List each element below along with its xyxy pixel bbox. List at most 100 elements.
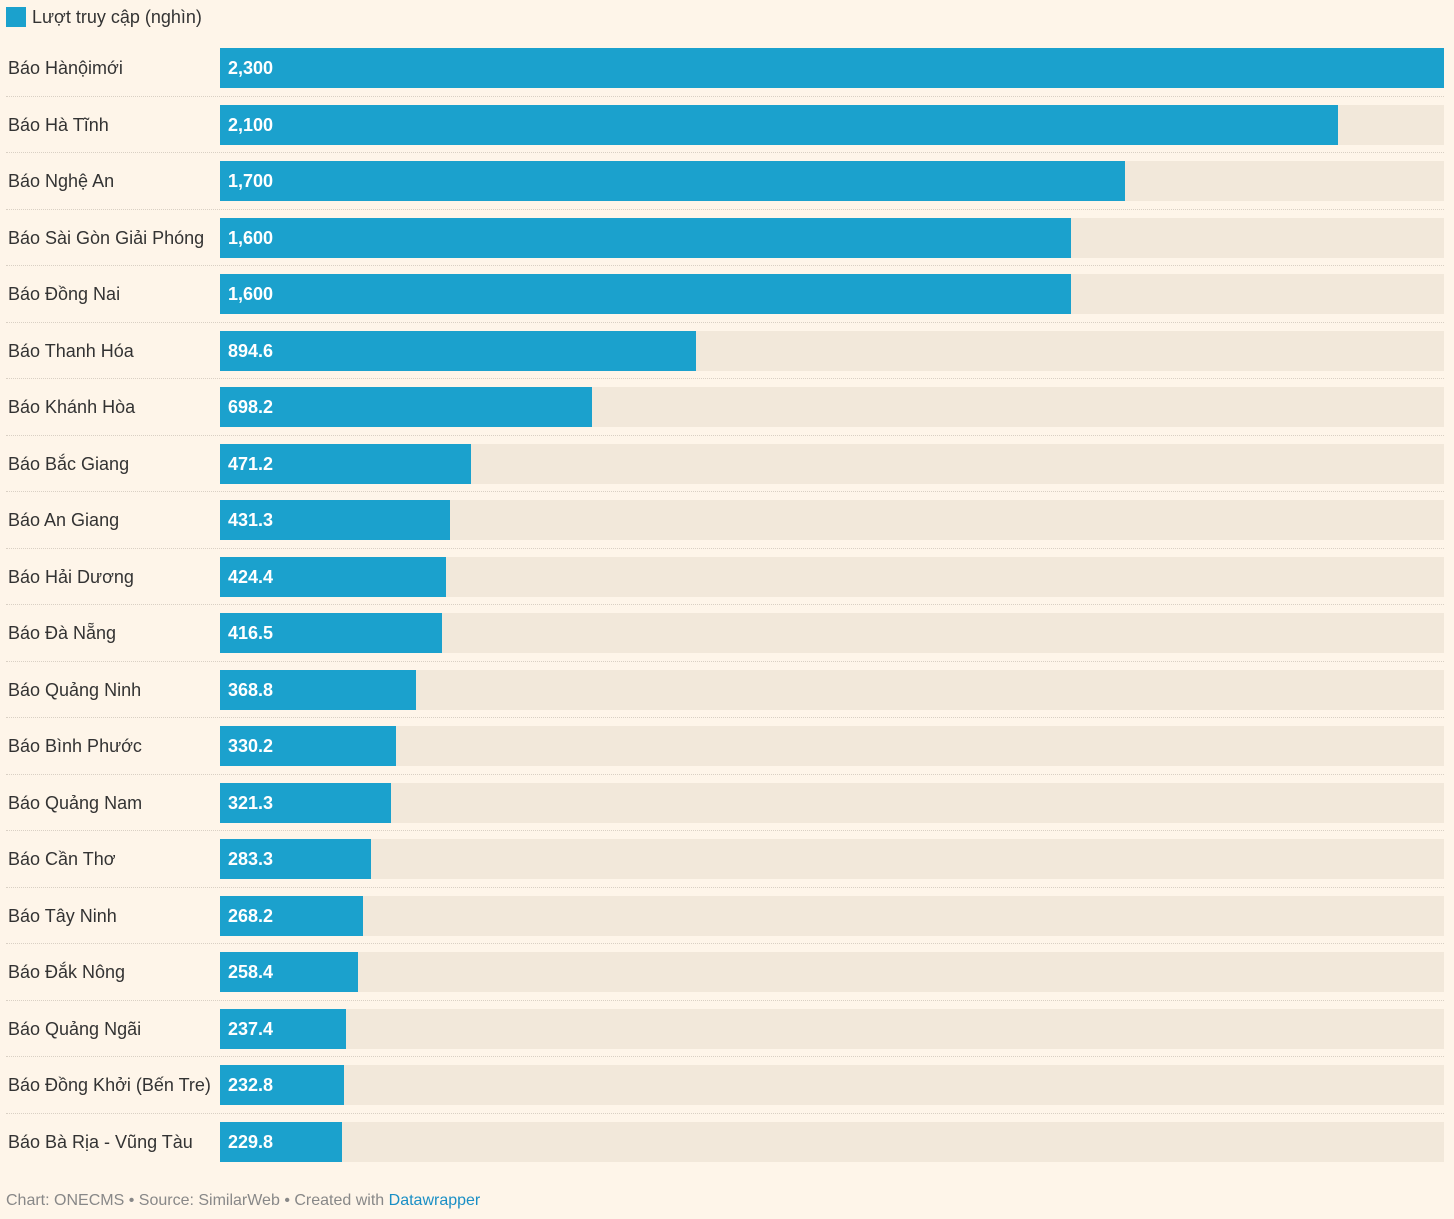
bar-track: 471.2 — [220, 443, 1444, 484]
bar-track: 1,600 — [220, 217, 1444, 258]
bar — [220, 613, 442, 653]
category-label: Báo Quảng Ninh — [8, 679, 142, 700]
bar — [220, 104, 1338, 145]
bar-track: 321.3 — [220, 782, 1444, 823]
bar — [220, 500, 450, 540]
row-divider — [6, 95, 1444, 97]
category-label: Báo Đồng Nai — [8, 284, 121, 304]
bar — [220, 217, 1072, 258]
bar-track: 237.4 — [220, 1008, 1444, 1049]
bar-row: Báo Quảng Nam 321.3 — [0, 775, 1454, 831]
row-divider — [6, 1056, 1444, 1057]
bar-value-label: 321.3 — [228, 792, 274, 813]
row-divider — [6, 378, 1444, 379]
category-label: Báo Thanh Hóa — [8, 340, 134, 361]
category-label: Báo Hànộimới — [8, 58, 123, 78]
row-divider — [6, 943, 1444, 944]
bar — [220, 48, 1444, 88]
category-label: Báo Cần Thơ — [8, 849, 116, 869]
bar-row: Báo Đắk Nông 258.4 — [0, 944, 1454, 1001]
bar-row: Báo Cần Thơ 283.3 — [0, 831, 1454, 888]
bar-row: Báo Đồng Khởi (Bến Tre) 232.8 — [0, 1057, 1454, 1114]
bar-track: 258.4 — [220, 952, 1444, 992]
category-label: Báo Quảng Ngãi — [8, 1018, 142, 1039]
bar-row: Báo Quảng Ngãi 237.4 — [0, 1001, 1454, 1057]
bar — [220, 161, 1125, 201]
bar — [220, 839, 371, 879]
bar-track: 268.2 — [220, 895, 1444, 936]
bar — [220, 895, 363, 936]
bar-value-label: 471.2 — [228, 453, 274, 474]
bar-track: 1,600 — [220, 274, 1444, 314]
bar-value-label: 237.4 — [228, 1018, 274, 1039]
bar-row: Báo Nghệ An 1,700 — [0, 153, 1454, 210]
bar — [220, 1121, 343, 1162]
row-divider — [6, 830, 1444, 831]
category-label: Báo Bắc Giang — [8, 453, 130, 474]
row-divider — [6, 321, 1444, 323]
bar-row: Báo Đồng Nai 1,600 — [0, 266, 1454, 323]
bar — [220, 1008, 347, 1049]
row-divider — [6, 604, 1444, 605]
bar — [220, 443, 471, 484]
row-divider — [6, 547, 1444, 549]
category-label: Báo Đà Nẵng — [8, 623, 117, 643]
bar-row: Báo Quảng Ninh 368.8 — [0, 662, 1454, 718]
chart-source: Source: SimilarWeb — [138, 1192, 280, 1209]
bar-value-label: 424.4 — [228, 566, 274, 587]
bar-row: Báo Bà Rịa - Vũng Tàu 229.8 — [0, 1114, 1454, 1171]
category-label: Báo Đồng Khởi (Bến Tre) — [8, 1075, 211, 1095]
bar-track: 894.6 — [220, 330, 1444, 371]
bar-row: Báo Sài Gòn Giải Phóng 1,600 — [0, 210, 1454, 266]
bar-value-label: 258.4 — [228, 962, 274, 982]
bar-track: 2,300 — [220, 48, 1444, 88]
category-label: Báo An Giang — [8, 510, 120, 530]
chart-credit: Chart: ONECMS — [6, 1192, 125, 1209]
bar-row: Báo Tây Ninh 268.2 — [0, 888, 1454, 944]
chart-footer: Chart: ONECMS • Source: SimilarWeb • Cre… — [6, 1192, 480, 1210]
bar-track: 416.5 — [220, 613, 1444, 653]
bar-value-label: 268.2 — [228, 905, 274, 926]
row-divider — [6, 265, 1444, 266]
datawrapper-link[interactable]: Datawrapper — [388, 1192, 481, 1209]
bar-track: 1,700 — [220, 161, 1444, 201]
bar-value-label: 330.2 — [228, 736, 274, 756]
row-divider — [6, 1112, 1444, 1114]
bar-value-label: 1,600 — [228, 227, 274, 248]
bar-track: 2,100 — [220, 104, 1444, 145]
bar-value-label: 2,300 — [228, 58, 274, 78]
bar-chart: Báo Hànộimới 2,300 Báo Hà Tĩnh 2,100 Báo Ngh… — [0, 40, 1454, 1170]
bar-value-label: 698.2 — [228, 397, 274, 417]
bar-row: Báo Khánh Hòa 698.2 — [0, 379, 1454, 436]
bar-row: Báo Bắc Giang 471.2 — [0, 436, 1454, 492]
row-divider — [6, 152, 1444, 153]
created-with-text: Created with — [294, 1192, 385, 1209]
bar-row: Báo Thanh Hóa 894.6 — [0, 323, 1454, 379]
row-divider — [6, 999, 1444, 1001]
category-label: Báo Hà Tĩnh — [8, 114, 109, 135]
bar-track: 330.2 — [220, 726, 1444, 766]
row-divider — [6, 717, 1444, 718]
bar — [220, 782, 391, 823]
row-divider — [6, 773, 1444, 775]
bar-value-label: 431.3 — [228, 510, 274, 530]
bar — [220, 952, 358, 992]
category-label: Báo Quảng Nam — [8, 792, 143, 813]
legend-swatch — [6, 7, 26, 27]
bar — [220, 274, 1072, 314]
bar-value-label: 283.3 — [228, 849, 274, 869]
bar-row: Báo Hải Dương 424.4 — [0, 549, 1454, 605]
bar-value-label: 368.8 — [228, 679, 274, 700]
footer-separator: • — [128, 1192, 135, 1209]
bar-track: 698.2 — [220, 387, 1444, 427]
bar-row: Báo An Giang 431.3 — [0, 492, 1454, 549]
bar-row: Báo Hà Tĩnh 2,100 — [0, 97, 1454, 153]
category-label: Báo Sài Gòn Giải Phóng — [8, 227, 205, 248]
bar-value-label: 2,100 — [228, 114, 274, 135]
bar — [220, 669, 417, 710]
bar-track: 229.8 — [220, 1121, 1444, 1162]
row-divider — [6, 208, 1444, 210]
bar — [220, 1065, 344, 1105]
bar — [220, 330, 697, 371]
bar-track: 232.8 — [220, 1065, 1444, 1105]
